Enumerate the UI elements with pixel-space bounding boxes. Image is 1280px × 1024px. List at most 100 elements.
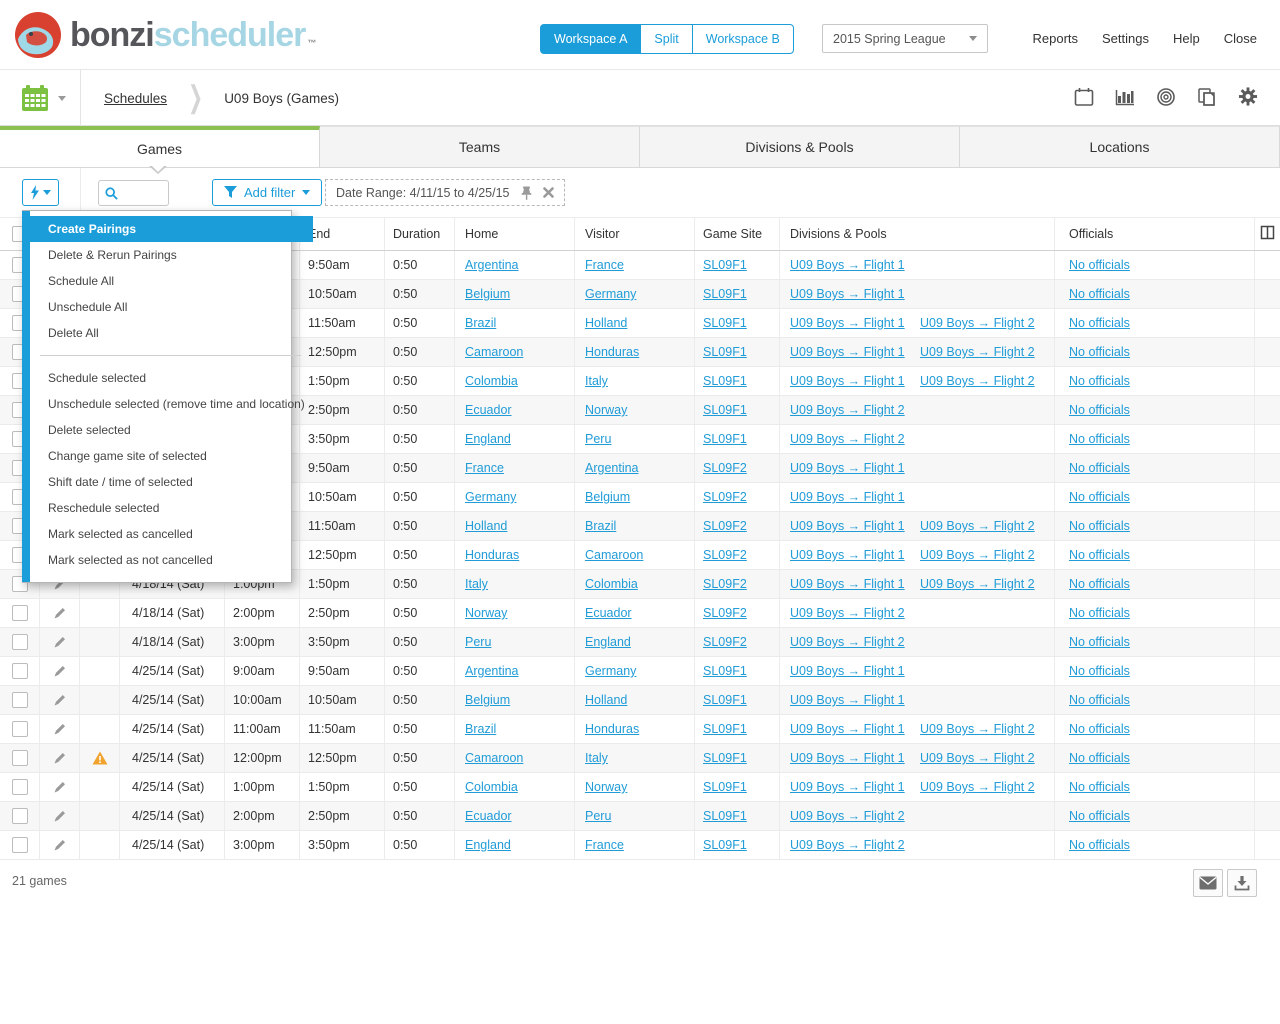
home-team-link[interactable]: Belgium bbox=[465, 287, 511, 301]
visitor-team-link[interactable]: Italy bbox=[585, 374, 608, 388]
officials-link[interactable]: No officials bbox=[1069, 345, 1130, 359]
division-link[interactable]: U09 Boys → Flight 1 bbox=[790, 548, 905, 562]
bullseye-icon[interactable] bbox=[1156, 86, 1176, 107]
home-team-link[interactable]: France bbox=[465, 461, 504, 475]
menu-item[interactable]: Unschedule All bbox=[48, 300, 128, 314]
actions-menu-button[interactable] bbox=[22, 179, 59, 206]
division-link[interactable]: U09 Boys → Flight 2 bbox=[920, 751, 1035, 765]
workspace-b-button[interactable]: Workspace B bbox=[691, 24, 794, 54]
tab-locations[interactable]: Locations bbox=[960, 126, 1280, 167]
game-site-link[interactable]: SL09F2 bbox=[703, 490, 747, 504]
officials-link[interactable]: No officials bbox=[1069, 809, 1130, 823]
officials-link[interactable]: No officials bbox=[1069, 287, 1130, 301]
cell-edit[interactable] bbox=[40, 599, 80, 627]
remove-filter-icon[interactable] bbox=[542, 187, 554, 198]
visitor-team-link[interactable]: Argentina bbox=[585, 461, 639, 475]
cell-edit[interactable] bbox=[40, 831, 80, 859]
division-link[interactable]: U09 Boys → Flight 2 bbox=[790, 838, 905, 852]
cell-edit[interactable] bbox=[40, 657, 80, 685]
officials-link[interactable]: No officials bbox=[1069, 664, 1130, 678]
row-checkbox[interactable] bbox=[12, 779, 28, 795]
game-site-link[interactable]: SL09F2 bbox=[703, 548, 747, 562]
cell-edit[interactable] bbox=[40, 744, 80, 772]
home-team-link[interactable]: Holland bbox=[465, 519, 508, 533]
game-site-link[interactable]: SL09F1 bbox=[703, 374, 747, 388]
home-team-link[interactable]: Brazil bbox=[465, 722, 497, 736]
email-button[interactable] bbox=[1193, 869, 1223, 897]
division-link[interactable]: U09 Boys → Flight 1 bbox=[790, 519, 905, 533]
row-checkbox[interactable] bbox=[12, 692, 28, 708]
menu-item[interactable]: Reschedule selected bbox=[48, 501, 160, 515]
download-button[interactable] bbox=[1227, 869, 1257, 897]
cell-edit[interactable] bbox=[40, 628, 80, 656]
division-link[interactable]: U09 Boys → Flight 2 bbox=[920, 548, 1035, 562]
nav-help[interactable]: Help bbox=[1173, 31, 1200, 46]
home-team-link[interactable]: Germany bbox=[465, 490, 517, 504]
division-link[interactable]: U09 Boys → Flight 1 bbox=[790, 287, 905, 301]
game-site-link[interactable]: SL09F2 bbox=[703, 577, 747, 591]
officials-link[interactable]: No officials bbox=[1069, 432, 1130, 446]
row-checkbox[interactable] bbox=[12, 663, 28, 679]
game-site-link[interactable]: SL09F2 bbox=[703, 461, 747, 475]
officials-link[interactable]: No officials bbox=[1069, 258, 1130, 272]
visitor-team-link[interactable]: Germany bbox=[585, 664, 637, 678]
game-site-link[interactable]: SL09F1 bbox=[703, 693, 747, 707]
game-site-link[interactable]: SL09F1 bbox=[703, 838, 747, 852]
visitor-team-link[interactable]: France bbox=[585, 258, 624, 272]
game-site-link[interactable]: SL09F1 bbox=[703, 345, 747, 359]
schedule-type-dropdown[interactable] bbox=[20, 83, 66, 113]
column-chooser-icon[interactable] bbox=[1260, 225, 1275, 243]
officials-link[interactable]: No officials bbox=[1069, 519, 1130, 533]
officials-link[interactable]: No officials bbox=[1069, 461, 1130, 475]
game-site-link[interactable]: SL09F1 bbox=[703, 432, 747, 446]
game-site-link[interactable]: SL09F1 bbox=[703, 403, 747, 417]
menu-item[interactable]: Shift date / time of selected bbox=[48, 475, 193, 489]
menu-item[interactable]: Schedule All bbox=[48, 274, 115, 288]
tab-games[interactable]: Games bbox=[0, 126, 320, 167]
home-team-link[interactable]: Brazil bbox=[465, 316, 497, 330]
division-link[interactable]: U09 Boys → Flight 2 bbox=[920, 345, 1035, 359]
visitor-team-link[interactable]: Peru bbox=[585, 432, 612, 446]
home-team-link[interactable]: Belgium bbox=[465, 693, 511, 707]
game-site-link[interactable]: SL09F1 bbox=[703, 809, 747, 823]
cell-edit[interactable] bbox=[40, 686, 80, 714]
division-link[interactable]: U09 Boys → Flight 2 bbox=[920, 374, 1035, 388]
game-site-link[interactable]: SL09F2 bbox=[703, 606, 747, 620]
pin-icon[interactable] bbox=[520, 186, 533, 200]
row-checkbox[interactable] bbox=[12, 808, 28, 824]
officials-link[interactable]: No officials bbox=[1069, 374, 1130, 388]
division-link[interactable]: U09 Boys → Flight 2 bbox=[790, 403, 905, 417]
workspace-a-button[interactable]: Workspace A bbox=[540, 24, 642, 54]
officials-link[interactable]: No officials bbox=[1069, 577, 1130, 591]
game-site-link[interactable]: SL09F1 bbox=[703, 287, 747, 301]
division-link[interactable]: U09 Boys → Flight 1 bbox=[790, 577, 905, 591]
visitor-team-link[interactable]: Brazil bbox=[585, 519, 617, 533]
row-checkbox[interactable] bbox=[12, 721, 28, 737]
nav-reports[interactable]: Reports bbox=[1032, 31, 1079, 46]
division-link[interactable]: U09 Boys → Flight 1 bbox=[790, 693, 905, 707]
officials-link[interactable]: No officials bbox=[1069, 548, 1130, 562]
division-link[interactable]: U09 Boys → Flight 2 bbox=[920, 519, 1035, 533]
visitor-team-link[interactable]: France bbox=[585, 838, 624, 852]
tab-teams[interactable]: Teams bbox=[320, 126, 640, 167]
division-link[interactable]: U09 Boys → Flight 2 bbox=[920, 722, 1035, 736]
menu-item[interactable]: Delete selected bbox=[48, 423, 131, 437]
visitor-team-link[interactable]: Norway bbox=[585, 403, 628, 417]
division-link[interactable]: U09 Boys → Flight 2 bbox=[920, 316, 1035, 330]
division-link[interactable]: U09 Boys → Flight 1 bbox=[790, 664, 905, 678]
home-team-link[interactable]: Ecuador bbox=[465, 403, 512, 417]
menu-item[interactable]: Change game site of selected bbox=[48, 449, 207, 463]
visitor-team-link[interactable]: England bbox=[585, 635, 631, 649]
menu-item[interactable]: Unschedule selected (remove time and loc… bbox=[48, 397, 305, 411]
visitor-team-link[interactable]: Ecuador bbox=[585, 606, 632, 620]
visitor-team-link[interactable]: Honduras bbox=[585, 722, 640, 736]
cell-edit[interactable] bbox=[40, 773, 80, 801]
division-link[interactable]: U09 Boys → Flight 2 bbox=[790, 606, 905, 620]
visitor-team-link[interactable]: Italy bbox=[585, 751, 608, 765]
division-link[interactable]: U09 Boys → Flight 2 bbox=[920, 577, 1035, 591]
visitor-team-link[interactable]: Holland bbox=[585, 316, 628, 330]
row-checkbox[interactable] bbox=[12, 750, 28, 766]
cell-edit[interactable] bbox=[40, 802, 80, 830]
home-team-link[interactable]: Honduras bbox=[465, 548, 520, 562]
officials-link[interactable]: No officials bbox=[1069, 838, 1130, 852]
